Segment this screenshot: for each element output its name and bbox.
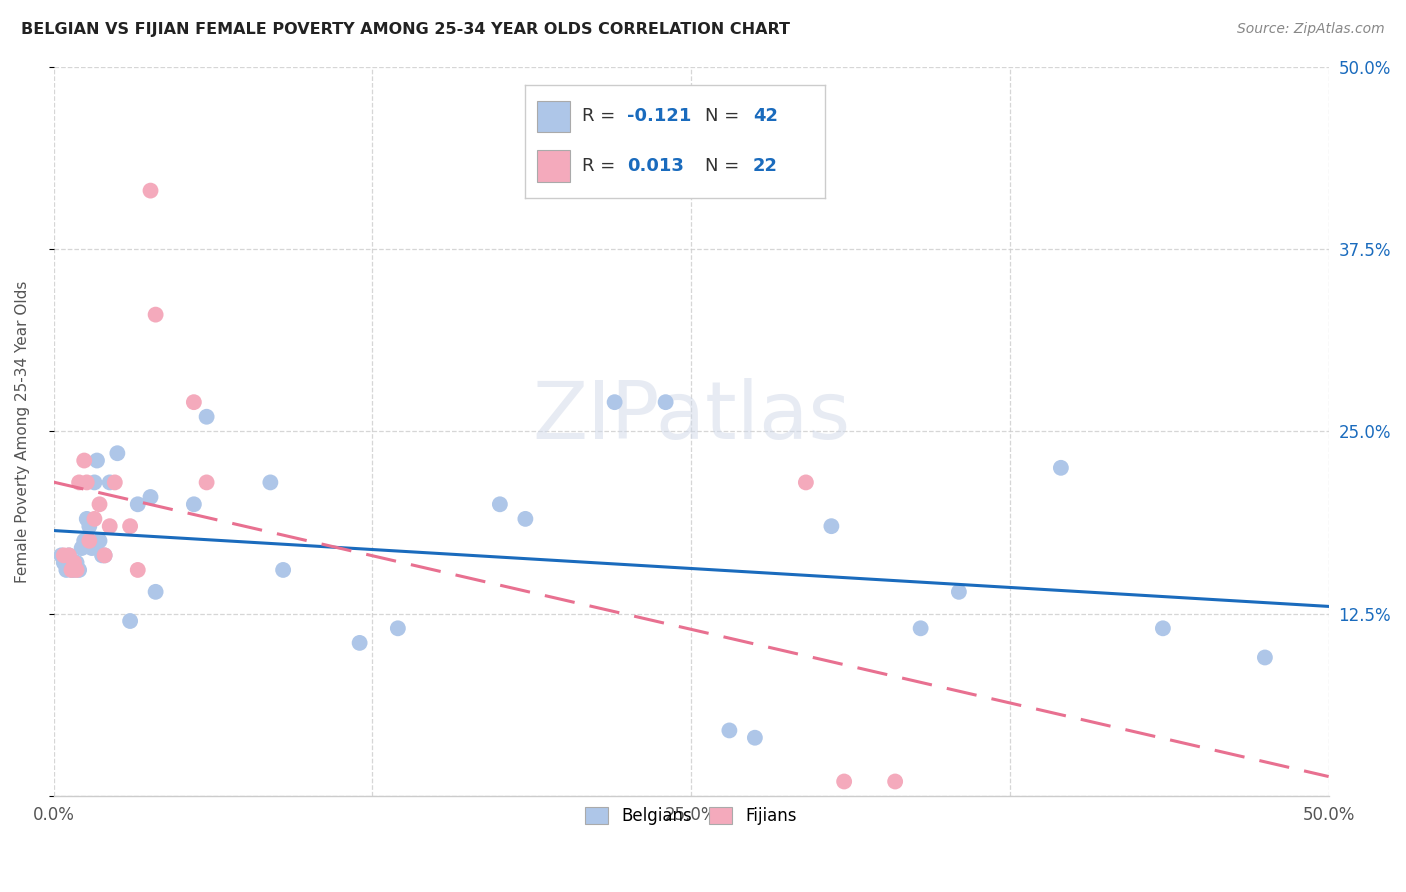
Point bbox=[63, 556, 86, 570]
Y-axis label: Female Poverty Among 25-34 Year Olds: Female Poverty Among 25-34 Year Olds bbox=[15, 280, 30, 582]
Point bbox=[884, 774, 907, 789]
Point bbox=[105, 446, 128, 460]
Point bbox=[65, 556, 87, 570]
Point bbox=[195, 409, 218, 424]
Point bbox=[145, 308, 167, 322]
Point bbox=[73, 453, 96, 467]
Point bbox=[145, 584, 167, 599]
Point bbox=[120, 614, 142, 628]
Point bbox=[65, 563, 87, 577]
Point bbox=[127, 497, 149, 511]
Point bbox=[127, 563, 149, 577]
Point bbox=[89, 497, 111, 511]
Point bbox=[259, 475, 281, 490]
Point bbox=[183, 395, 205, 409]
Point bbox=[515, 512, 537, 526]
Point bbox=[139, 490, 162, 504]
Point bbox=[718, 723, 741, 738]
Point bbox=[820, 519, 842, 533]
Point bbox=[63, 563, 86, 577]
Legend: Belgians, Fijians: Belgians, Fijians bbox=[575, 797, 807, 835]
Point bbox=[794, 475, 817, 490]
Point bbox=[183, 497, 205, 511]
Point bbox=[271, 563, 294, 577]
Point bbox=[910, 621, 932, 635]
Point bbox=[80, 541, 103, 555]
Point bbox=[1254, 650, 1277, 665]
Point bbox=[139, 184, 162, 198]
Point bbox=[93, 549, 115, 563]
Point bbox=[86, 453, 108, 467]
Point bbox=[67, 563, 90, 577]
Point bbox=[603, 395, 626, 409]
Point bbox=[52, 556, 75, 570]
Point bbox=[93, 549, 115, 563]
Point bbox=[60, 563, 83, 577]
Point bbox=[83, 475, 105, 490]
Text: Source: ZipAtlas.com: Source: ZipAtlas.com bbox=[1237, 22, 1385, 37]
Point bbox=[104, 475, 127, 490]
Point bbox=[58, 549, 80, 563]
Point bbox=[98, 519, 121, 533]
Point bbox=[744, 731, 766, 745]
Point bbox=[387, 621, 409, 635]
Point bbox=[55, 563, 77, 577]
Point bbox=[98, 475, 121, 490]
Text: ZIPatlas: ZIPatlas bbox=[531, 377, 851, 456]
Point bbox=[51, 549, 73, 563]
Point bbox=[91, 549, 114, 563]
Point bbox=[60, 563, 83, 577]
Point bbox=[79, 519, 101, 533]
Point bbox=[120, 519, 142, 533]
Point bbox=[73, 533, 96, 548]
Point bbox=[58, 549, 80, 563]
Point bbox=[1050, 460, 1073, 475]
Point bbox=[948, 584, 970, 599]
Point bbox=[76, 475, 98, 490]
Point bbox=[67, 475, 90, 490]
Point bbox=[79, 533, 101, 548]
Text: BELGIAN VS FIJIAN FEMALE POVERTY AMONG 25-34 YEAR OLDS CORRELATION CHART: BELGIAN VS FIJIAN FEMALE POVERTY AMONG 2… bbox=[21, 22, 790, 37]
Point bbox=[195, 475, 218, 490]
Point bbox=[83, 512, 105, 526]
Point bbox=[832, 774, 855, 789]
Point bbox=[52, 549, 75, 563]
Point bbox=[654, 395, 676, 409]
Point bbox=[349, 636, 371, 650]
Point bbox=[1152, 621, 1174, 635]
Point bbox=[76, 512, 98, 526]
Point bbox=[70, 541, 93, 555]
Point bbox=[89, 533, 111, 548]
Point bbox=[489, 497, 512, 511]
